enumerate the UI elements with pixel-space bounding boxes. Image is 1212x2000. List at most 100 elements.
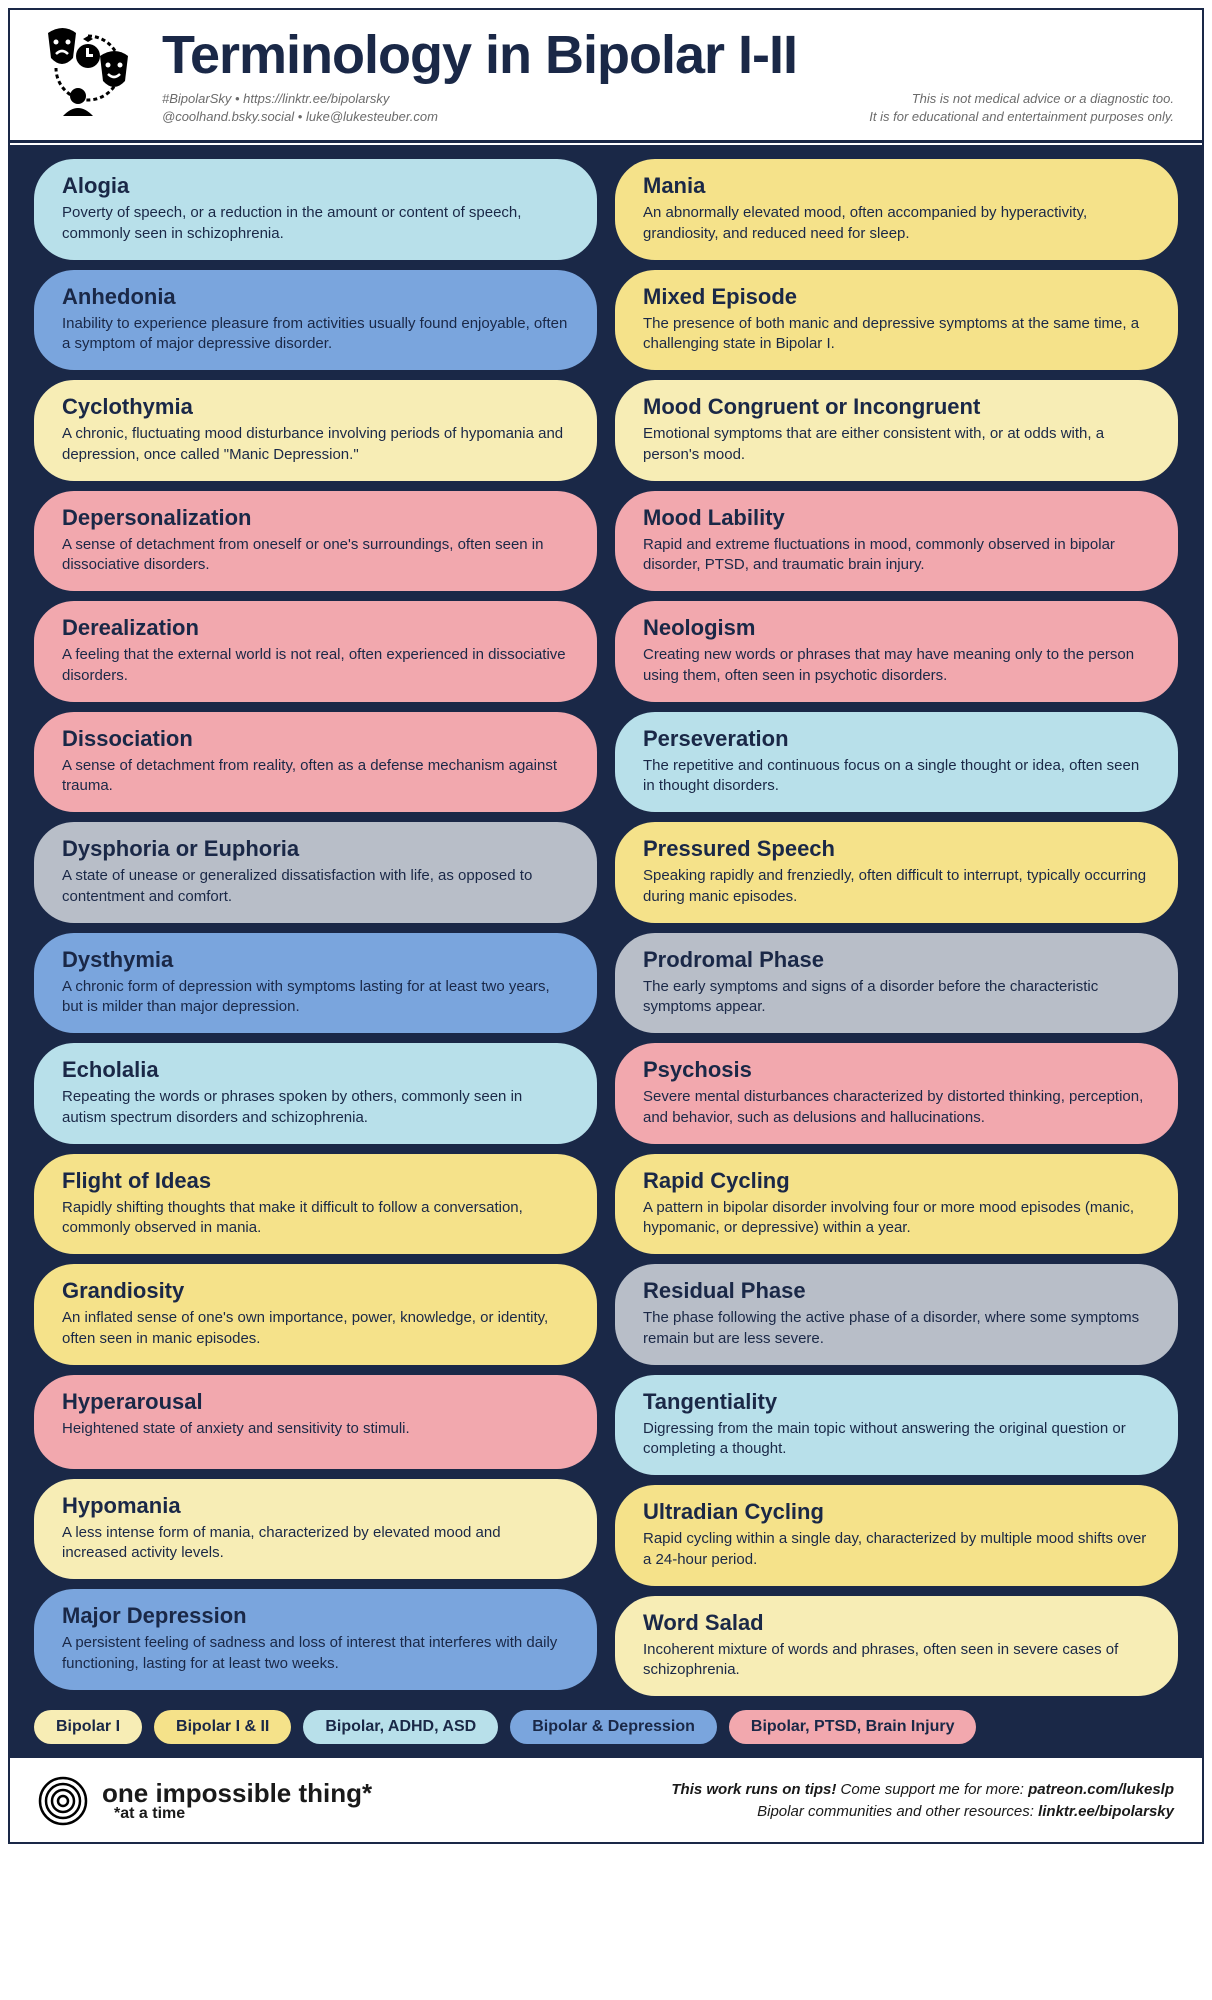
term-title: Dysphoria or Euphoria xyxy=(62,836,569,862)
term-title: Hypomania xyxy=(62,1493,569,1519)
term-card: Cyclothymia A chronic, fluctuating mood d… xyxy=(34,380,597,481)
term-card: Prodromal PhaseThe early symptoms and si… xyxy=(615,933,1178,1034)
term-title: Rapid Cycling xyxy=(643,1168,1150,1194)
masks-clock-icon xyxy=(38,28,138,118)
footer-brand-sub: *at a time xyxy=(114,1806,372,1822)
term-card: Alogia Poverty of speech, or a reduction … xyxy=(34,159,597,260)
columns: Alogia Poverty of speech, or a reduction … xyxy=(34,159,1178,1696)
term-card: Dysphoria or EuphoriaA state of unease o… xyxy=(34,822,597,923)
term-card: Depersonalization A sense of detachment f… xyxy=(34,491,597,592)
term-title: Mixed Episode xyxy=(643,284,1150,310)
term-title: Neologism xyxy=(643,615,1150,641)
term-definition: The phase following the active phase of … xyxy=(643,1308,1150,1349)
term-card: EcholaliaRepeating the words or phrases … xyxy=(34,1043,597,1144)
disclaimer: This is not medical advice or a diagnost… xyxy=(869,90,1174,126)
term-card: Grandiosity An inflated sense of one's ow… xyxy=(34,1264,597,1365)
footer-right: This work runs on tips! Come support me … xyxy=(671,1779,1174,1824)
term-definition: Emotional symptoms that are either consi… xyxy=(643,424,1150,465)
term-definition: Repeating the words or phrases spoken by… xyxy=(62,1087,569,1128)
term-title: Mood Congruent or Incongruent xyxy=(643,394,1150,420)
term-definition: A pattern in bipolar disorder involving … xyxy=(643,1198,1150,1239)
disclaimer-1: This is not medical advice or a diagnost… xyxy=(869,90,1174,108)
term-definition: The presence of both manic and depressiv… xyxy=(643,314,1150,355)
term-definition: Heightened state of anxiety and sensitiv… xyxy=(62,1419,569,1439)
page-title: Terminology in Bipolar I-II xyxy=(162,28,1174,82)
term-title: Depersonalization xyxy=(62,505,569,531)
term-card: Word SaladIncoherent mixture of words an… xyxy=(615,1596,1178,1697)
term-definition: Rapid cycling within a single day, chara… xyxy=(643,1529,1150,1570)
left-column: Alogia Poverty of speech, or a reduction … xyxy=(34,159,597,1696)
term-title: Prodromal Phase xyxy=(643,947,1150,973)
term-card: Flight of IdeasRapidly shifting thoughts… xyxy=(34,1154,597,1255)
footer: one impossible thing* *at a time This wo… xyxy=(10,1760,1202,1842)
term-card: Mood Congruent or Incongruent Emotional s… xyxy=(615,380,1178,481)
hashline-1: #BipolarSky • https://linktr.ee/bipolars… xyxy=(162,90,438,108)
term-definition: A sense of detachment from oneself or on… xyxy=(62,535,569,576)
term-card: DerealizationA feeling that the external… xyxy=(34,601,597,702)
term-definition: A persistent feeling of sadness and loss… xyxy=(62,1633,569,1674)
legend-pill: Bipolar I & II xyxy=(154,1710,291,1744)
term-definition: A sense of detachment from reality, ofte… xyxy=(62,756,569,797)
term-title: Pressured Speech xyxy=(643,836,1150,862)
legend-pill: Bipolar, PTSD, Brain Injury xyxy=(729,1710,977,1744)
legend-pill: Bipolar, ADHD, ASD xyxy=(303,1710,498,1744)
term-title: Mania xyxy=(643,173,1150,199)
term-title: Psychosis xyxy=(643,1057,1150,1083)
term-card: Pressured Speech Speaking rapidly and fre… xyxy=(615,822,1178,923)
page-frame: Terminology in Bipolar I-II #BipolarSky … xyxy=(8,8,1204,1844)
term-title: Hyperarousal xyxy=(62,1389,569,1415)
term-card: Dysthymia A chronic form of depression wi… xyxy=(34,933,597,1034)
right-column: ManiaAn abnormally elevated mood, often … xyxy=(615,159,1178,1696)
term-definition: An inflated sense of one's own importanc… xyxy=(62,1308,569,1349)
term-title: Tangentiality xyxy=(643,1389,1150,1415)
term-title: Major Depression xyxy=(62,1603,569,1629)
term-title: Mood Lability xyxy=(643,505,1150,531)
term-definition: Creating new words or phrases that may h… xyxy=(643,645,1150,686)
footer-brand-block: one impossible thing* *at a time xyxy=(102,1780,372,1822)
term-title: Perseveration xyxy=(643,726,1150,752)
footer-line-2: Bipolar communities and other resources:… xyxy=(671,1801,1174,1824)
term-card: Neologism Creating new words or phrases t… xyxy=(615,601,1178,702)
term-card: Major Depression A persistent feeling of … xyxy=(34,1589,597,1690)
term-title: Flight of Ideas xyxy=(62,1168,569,1194)
hashline-2: @coolhand.bsky.social • luke@lukesteuber… xyxy=(162,108,438,126)
term-title: Derealization xyxy=(62,615,569,641)
term-card: Hypomania A less intense form of mania, c… xyxy=(34,1479,597,1580)
main-area: Alogia Poverty of speech, or a reduction … xyxy=(10,143,1202,1760)
term-definition: Digressing from the main topic without a… xyxy=(643,1419,1150,1460)
term-card: Mixed Episode The presence of both manic … xyxy=(615,270,1178,371)
term-definition: Rapid and extreme fluctuations in mood, … xyxy=(643,535,1150,576)
hashline: #BipolarSky • https://linktr.ee/bipolars… xyxy=(162,90,438,126)
term-definition: A less intense form of mania, characteri… xyxy=(62,1523,569,1564)
term-card: ManiaAn abnormally elevated mood, often … xyxy=(615,159,1178,260)
disclaimer-2: It is for educational and entertainment … xyxy=(869,108,1174,126)
term-title: Alogia xyxy=(62,173,569,199)
header: Terminology in Bipolar I-II #BipolarSky … xyxy=(10,10,1202,143)
footer-line-1: This work runs on tips! Come support me … xyxy=(671,1779,1174,1802)
term-definition: Severe mental disturbances characterized… xyxy=(643,1087,1150,1128)
term-definition: A chronic form of depression with sympto… xyxy=(62,977,569,1018)
term-title: Residual Phase xyxy=(643,1278,1150,1304)
term-title: Ultradian Cycling xyxy=(643,1499,1150,1525)
term-title: Dissociation xyxy=(62,726,569,752)
term-title: Anhedonia xyxy=(62,284,569,310)
term-title: Dysthymia xyxy=(62,947,569,973)
spiral-icon xyxy=(38,1776,88,1826)
term-card: Residual Phase The phase following the ac… xyxy=(615,1264,1178,1365)
term-card: Dissociation A sense of detachment from r… xyxy=(34,712,597,813)
term-definition: Poverty of speech, or a reduction in the… xyxy=(62,203,569,244)
term-card: Mood Lability Rapid and extreme fluctuati… xyxy=(615,491,1178,592)
footer-brand: one impossible thing* xyxy=(102,1780,372,1806)
subtitle-row: #BipolarSky • https://linktr.ee/bipolars… xyxy=(162,90,1174,126)
term-definition: The repetitive and continuous focus on a… xyxy=(643,756,1150,797)
header-text: Terminology in Bipolar I-II #BipolarSky … xyxy=(162,28,1174,126)
term-title: Word Salad xyxy=(643,1610,1150,1636)
term-definition: A chronic, fluctuating mood disturbance … xyxy=(62,424,569,465)
term-card: Hyperarousal Heightened state of anxiety … xyxy=(34,1375,597,1469)
legend: Bipolar IBipolar I & IIBipolar, ADHD, AS… xyxy=(34,1710,1178,1744)
legend-pill: Bipolar & Depression xyxy=(510,1710,717,1744)
term-title: Cyclothymia xyxy=(62,394,569,420)
term-title: Grandiosity xyxy=(62,1278,569,1304)
term-card: Perseveration The repetitive and continuo… xyxy=(615,712,1178,813)
term-definition: Speaking rapidly and frenziedly, often d… xyxy=(643,866,1150,907)
